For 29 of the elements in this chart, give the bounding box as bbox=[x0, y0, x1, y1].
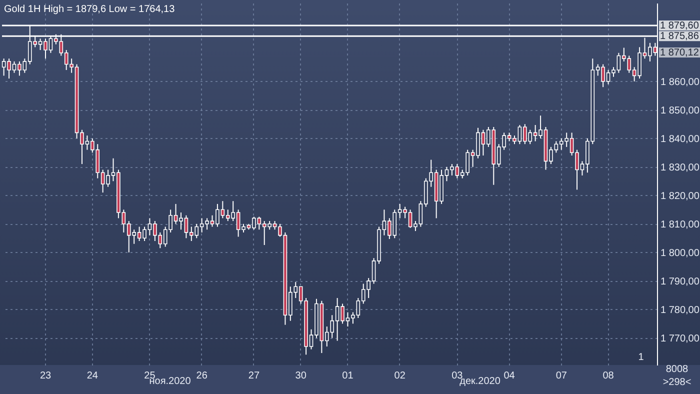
x-tick-label: 24 bbox=[86, 370, 98, 382]
text: ноя.2020 bbox=[149, 376, 192, 387]
x-tick-label: 26 bbox=[196, 370, 208, 382]
y-tick-label: 1 800,00 bbox=[660, 248, 700, 259]
y-tick-label: 1 810,00 bbox=[660, 219, 700, 230]
y-tick-label: 1 850,00 bbox=[660, 105, 700, 116]
text: >298< bbox=[662, 377, 692, 388]
y-tick-label: 1 840,00 bbox=[660, 134, 700, 145]
x-tick-label: 23 bbox=[40, 370, 52, 382]
y-tick-label: 1 830,00 bbox=[660, 162, 700, 174]
x-tick-label: 07 bbox=[556, 370, 568, 382]
text: дек.2020 bbox=[460, 376, 501, 387]
y-tick-label: 1 780,00 bbox=[660, 304, 700, 316]
x-tick-label: 27 bbox=[248, 370, 260, 382]
y-tick-label: 1 860,00 bbox=[660, 76, 700, 88]
x-tick-label: 08 bbox=[602, 370, 614, 382]
ref-line-label: 1 875,86 bbox=[660, 31, 700, 42]
x-tick-label: 02 bbox=[394, 370, 406, 382]
ref-line-label: 1 879,60 bbox=[660, 20, 700, 32]
annotation: 1 bbox=[638, 352, 644, 363]
x-tick-label: 04 bbox=[504, 370, 516, 382]
chart-title: Gold 1H High = 1879,6 Low = 1764,13 bbox=[4, 4, 176, 15]
y-tick-label: 1 770,00 bbox=[660, 333, 700, 344]
text: 8008 bbox=[666, 364, 689, 375]
x-tick-label: 30 bbox=[295, 370, 307, 382]
y-tick-label: 1 820,00 bbox=[660, 190, 700, 202]
text: 1 870,12 bbox=[660, 48, 700, 59]
y-tick-label: 1 790,00 bbox=[660, 276, 700, 288]
x-tick-label: 01 bbox=[342, 370, 354, 382]
